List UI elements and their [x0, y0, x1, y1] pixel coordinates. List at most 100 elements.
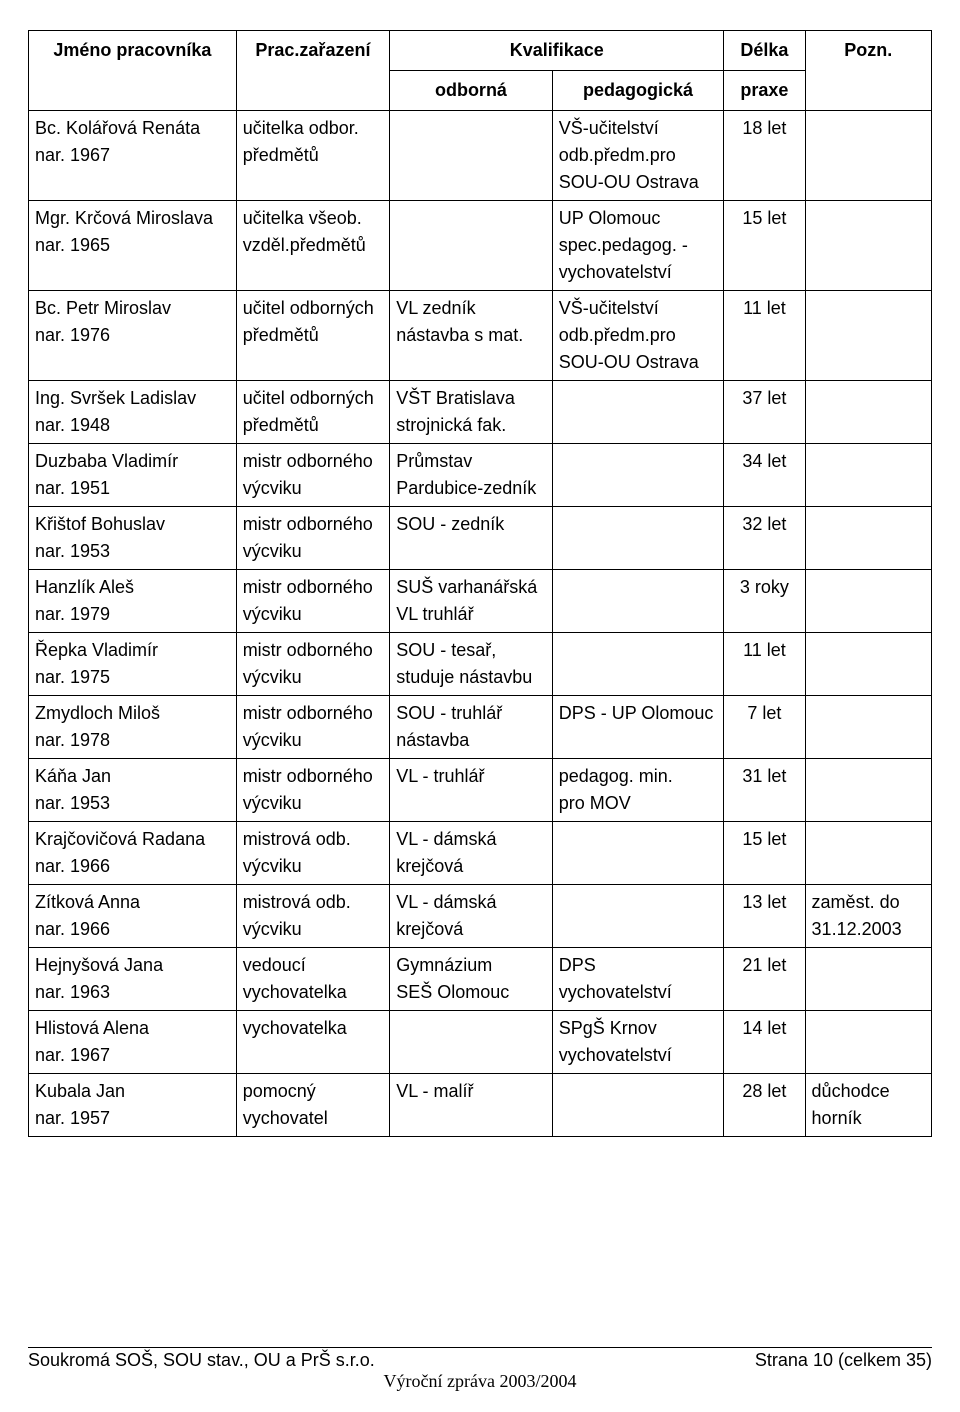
table-row: Hejnyšová Jananar. 1963vedoucívychovatel… [29, 948, 932, 1011]
cell-name: Duzbaba Vladimírnar. 1951 [29, 444, 237, 507]
cell-pozn [805, 507, 931, 570]
header-kvalifikace: Kvalifikace [390, 31, 724, 71]
table-body: Bc. Kolářová Renátanar. 1967učitelka odb… [29, 111, 932, 1137]
header-pozn: Pozn. [805, 31, 931, 111]
cell-role: mistr odbornéhovýcviku [236, 696, 390, 759]
cell-odborna: PrůmstavPardubice-zedník [390, 444, 553, 507]
table-header: Jméno pracovníka Prac.zařazení Kvalifika… [29, 31, 932, 111]
cell-name: Křištof Bohuslavnar. 1953 [29, 507, 237, 570]
table-row: Hanzlík Alešnar. 1979mistr odbornéhovýcv… [29, 570, 932, 633]
cell-name: Kubala Jannar. 1957 [29, 1074, 237, 1137]
cell-name: Hejnyšová Jananar. 1963 [29, 948, 237, 1011]
cell-odborna: VŠT Bratislavastrojnická fak. [390, 381, 553, 444]
cell-pozn: zaměst. do31.12.2003 [805, 885, 931, 948]
cell-odborna: VL zedníknástavba s mat. [390, 291, 553, 381]
cell-role: mistrová odb.výcviku [236, 885, 390, 948]
cell-odborna [390, 201, 553, 291]
cell-odborna: VL - malíř [390, 1074, 553, 1137]
cell-delka: 14 let [724, 1011, 805, 1074]
cell-pozn [805, 444, 931, 507]
cell-name: Zmydloch Milošnar. 1978 [29, 696, 237, 759]
table-row: Řepka Vladimírnar. 1975mistr odbornéhový… [29, 633, 932, 696]
header-role: Prac.zařazení [236, 31, 390, 111]
cell-name: Zítková Annanar. 1966 [29, 885, 237, 948]
cell-pozn [805, 759, 931, 822]
cell-pedagogicka [552, 1074, 724, 1137]
header-name: Jméno pracovníka [29, 31, 237, 111]
cell-role: učitelka odbor.předmětů [236, 111, 390, 201]
cell-pedagogicka: pedagog. min.pro MOV [552, 759, 724, 822]
cell-role: učitel odbornýchpředmětů [236, 381, 390, 444]
cell-role: mistr odbornéhovýcviku [236, 507, 390, 570]
cell-pozn [805, 381, 931, 444]
cell-odborna: VL - dámskákrejčová [390, 822, 553, 885]
cell-name: Ing. Svršek Ladislavnar. 1948 [29, 381, 237, 444]
cell-odborna: SUŠ varhanářskáVL truhlář [390, 570, 553, 633]
table-row: Zmydloch Milošnar. 1978mistr odbornéhový… [29, 696, 932, 759]
cell-role: mistr odbornéhovýcviku [236, 633, 390, 696]
cell-role: mistr odbornéhovýcviku [236, 570, 390, 633]
cell-delka: 31 let [724, 759, 805, 822]
cell-delka: 15 let [724, 822, 805, 885]
cell-name: Hanzlík Alešnar. 1979 [29, 570, 237, 633]
cell-delka: 32 let [724, 507, 805, 570]
cell-pozn [805, 633, 931, 696]
header-pedagogicka: pedagogická [552, 71, 724, 111]
cell-name: Krajčovičová Radananar. 1966 [29, 822, 237, 885]
cell-pedagogicka [552, 822, 724, 885]
cell-pozn [805, 948, 931, 1011]
table-row: Káňa Jannar. 1953mistr odbornéhovýcvikuV… [29, 759, 932, 822]
cell-role: pomocnývychovatel [236, 1074, 390, 1137]
cell-pedagogicka: UP Olomoucspec.pedagog. -vychovatelství [552, 201, 724, 291]
cell-role: mistr odbornéhovýcviku [236, 759, 390, 822]
cell-pedagogicka: VŠ-učitelstvíodb.předm.proSOU-OU Ostrava [552, 111, 724, 201]
table-row: Křištof Bohuslavnar. 1953mistr odborného… [29, 507, 932, 570]
cell-pedagogicka [552, 633, 724, 696]
cell-name: Hlistová Alenanar. 1967 [29, 1011, 237, 1074]
cell-delka: 15 let [724, 201, 805, 291]
cell-role: vedoucívychovatelka [236, 948, 390, 1011]
cell-pedagogicka [552, 885, 724, 948]
cell-delka: 28 let [724, 1074, 805, 1137]
footer-page-number: Strana 10 (celkem 35) [480, 1350, 932, 1371]
table-row: Ing. Svršek Ladislavnar. 1948učitel odbo… [29, 381, 932, 444]
table-row: Krajčovičová Radananar. 1966mistrová odb… [29, 822, 932, 885]
cell-pedagogicka [552, 507, 724, 570]
cell-pozn [805, 570, 931, 633]
cell-odborna: VL - truhlář [390, 759, 553, 822]
header-delka: Délka [724, 31, 805, 71]
cell-name: Mgr. Krčová Miroslavanar. 1965 [29, 201, 237, 291]
table-row: Bc. Kolářová Renátanar. 1967učitelka odb… [29, 111, 932, 201]
cell-odborna: GymnáziumSEŠ Olomouc [390, 948, 553, 1011]
staff-table: Jméno pracovníka Prac.zařazení Kvalifika… [28, 30, 932, 1137]
cell-delka: 13 let [724, 885, 805, 948]
cell-delka: 11 let [724, 291, 805, 381]
cell-pozn: důchodcehorník [805, 1074, 931, 1137]
cell-pedagogicka [552, 381, 724, 444]
cell-pozn [805, 696, 931, 759]
table-row: Duzbaba Vladimírnar. 1951mistr odborného… [29, 444, 932, 507]
cell-pozn [805, 1011, 931, 1074]
cell-odborna: VL - dámskákrejčová [390, 885, 553, 948]
cell-delka: 18 let [724, 111, 805, 201]
table-row: Mgr. Krčová Miroslavanar. 1965učitelka v… [29, 201, 932, 291]
cell-name: Řepka Vladimírnar. 1975 [29, 633, 237, 696]
cell-pedagogicka: VŠ-učitelstvíodb.předm.proSOU-OU Ostrava [552, 291, 724, 381]
page-footer: Soukromá SOŠ, SOU stav., OU a PrŠ s.r.o.… [28, 1347, 932, 1371]
footer-school-name: Soukromá SOŠ, SOU stav., OU a PrŠ s.r.o. [28, 1350, 480, 1371]
cell-odborna: SOU - truhlářnástavba [390, 696, 553, 759]
cell-role: mistrová odb.výcviku [236, 822, 390, 885]
cell-odborna: SOU - tesař,studuje nástavbu [390, 633, 553, 696]
cell-pozn [805, 201, 931, 291]
cell-delka: 3 roky [724, 570, 805, 633]
cell-pozn [805, 111, 931, 201]
cell-pozn [805, 822, 931, 885]
cell-delka: 21 let [724, 948, 805, 1011]
cell-role: učitel odbornýchpředmětů [236, 291, 390, 381]
cell-odborna: SOU - zedník [390, 507, 553, 570]
cell-delka: 34 let [724, 444, 805, 507]
cell-delka: 11 let [724, 633, 805, 696]
cell-odborna [390, 111, 553, 201]
table-row: Bc. Petr Miroslavnar. 1976učitel odborný… [29, 291, 932, 381]
cell-name: Bc. Petr Miroslavnar. 1976 [29, 291, 237, 381]
